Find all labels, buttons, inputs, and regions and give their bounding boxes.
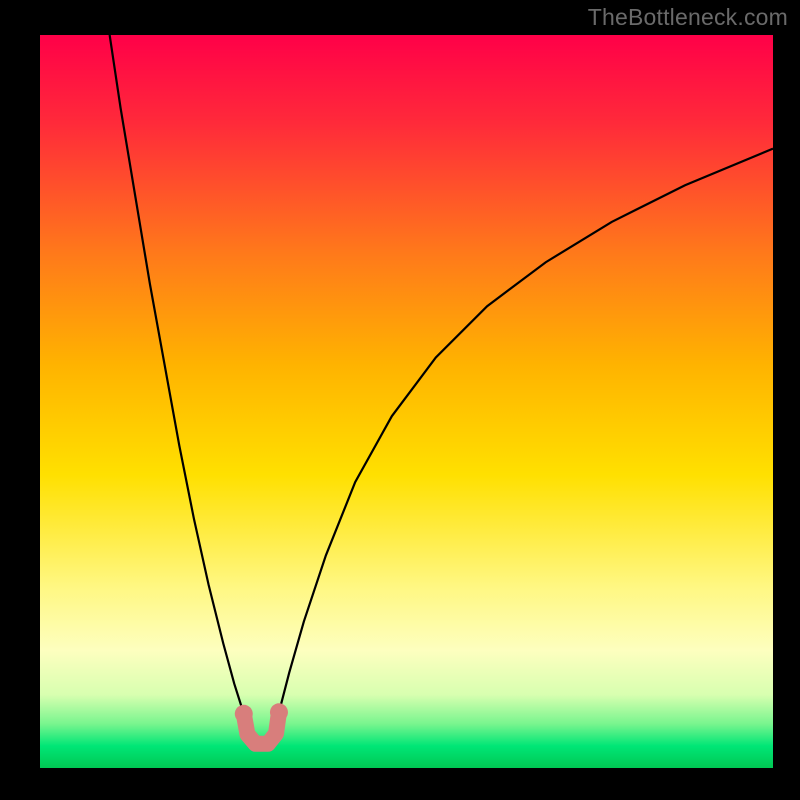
min-marker-left bbox=[235, 705, 253, 723]
bottleneck-chart bbox=[0, 0, 800, 800]
min-marker-right bbox=[270, 703, 288, 721]
gradient-background bbox=[40, 35, 773, 768]
watermark-text: TheBottleneck.com bbox=[588, 4, 788, 31]
